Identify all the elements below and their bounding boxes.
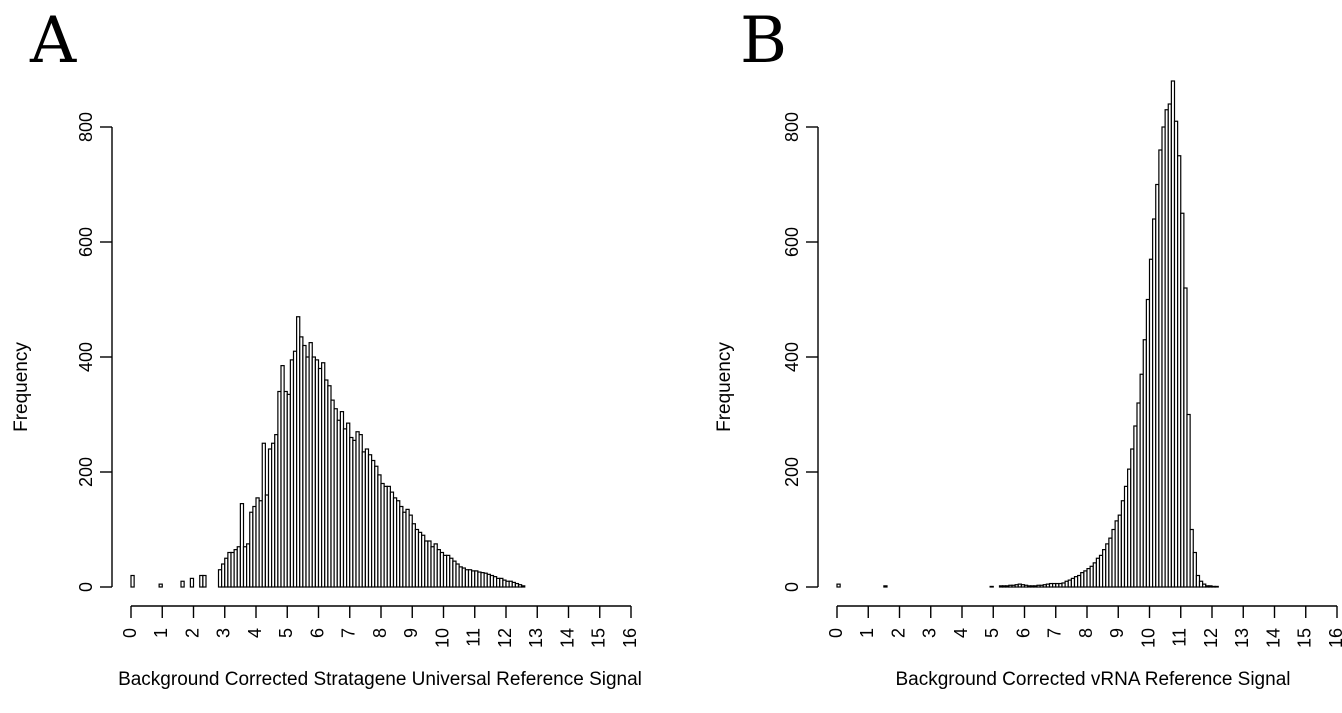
x-axis-title: Background Corrected vRNA Reference Sign… xyxy=(896,669,1291,690)
histogram-bar xyxy=(189,577,195,588)
x-tick-label: 12 xyxy=(1201,628,1221,648)
histogram-bar xyxy=(1192,551,1197,588)
x-tick-label: 11 xyxy=(1170,628,1190,647)
histogram-bar xyxy=(1214,585,1219,588)
x-tick-label: 13 xyxy=(526,628,546,648)
x-tick-label: 11 xyxy=(464,628,484,647)
x-tick-label: 6 xyxy=(1013,628,1033,638)
x-tick-label: 7 xyxy=(339,628,359,638)
x-tick-label: 2 xyxy=(888,628,908,638)
x-tick-label: 2 xyxy=(182,628,202,638)
x-tick-label: 4 xyxy=(951,628,971,638)
x-tick-label: 13 xyxy=(1232,628,1252,648)
histogram-bar xyxy=(836,583,841,588)
histogram-bar xyxy=(1186,413,1191,588)
y-tick-label: 600 xyxy=(782,227,802,257)
x-tick-label: 9 xyxy=(401,628,421,638)
y-tick-label: 800 xyxy=(782,112,802,142)
panel-b: B Frequency Background Corrected vRNA Re… xyxy=(714,4,1342,690)
histogram-bar xyxy=(883,585,888,588)
histogram-bar xyxy=(521,585,526,588)
panel-label: B xyxy=(740,4,787,78)
x-tick-label: 1 xyxy=(151,628,171,638)
x-tick-label: 8 xyxy=(370,628,390,638)
x-tick-label: 4 xyxy=(245,628,265,638)
histogram-bars xyxy=(130,316,526,588)
y-tick-label: 800 xyxy=(76,112,96,142)
x-tick-label: 3 xyxy=(214,628,234,638)
x-tick-label: 0 xyxy=(826,628,846,638)
x-tick-label: 5 xyxy=(276,628,296,638)
x-tick-label: 16 xyxy=(1326,628,1342,648)
y-tick-label: 600 xyxy=(76,227,96,257)
histogram-bar xyxy=(239,503,245,588)
x-tick-label: 15 xyxy=(1295,628,1315,648)
histogram-bar xyxy=(158,583,163,588)
histogram-bar xyxy=(180,580,185,588)
y-tick-label: 0 xyxy=(76,582,96,592)
panel-label: A xyxy=(29,4,77,78)
y-tick-label: 400 xyxy=(782,342,802,372)
x-tick-label: 15 xyxy=(589,628,609,648)
histogram-bar xyxy=(202,574,207,588)
histogram-bars xyxy=(836,80,1219,588)
x-tick-label: 16 xyxy=(620,628,640,648)
x-tick-label: 1 xyxy=(857,628,877,638)
x-tick-label: 10 xyxy=(432,628,452,648)
y-tick-label: 400 xyxy=(76,342,96,372)
y-tick-label: 0 xyxy=(782,582,802,592)
y-axis-title: Frequency xyxy=(11,342,32,432)
y-axis-title: Frequency xyxy=(714,342,735,432)
x-tick-label: 9 xyxy=(1107,628,1127,638)
x-tick-label: 3 xyxy=(920,628,940,638)
x-tick-label: 14 xyxy=(1263,628,1283,648)
x-tick-label: 0 xyxy=(120,628,140,638)
x-tick-label: 7 xyxy=(1045,628,1065,638)
y-tick-label: 200 xyxy=(782,457,802,487)
x-tick-label: 5 xyxy=(982,628,1002,638)
x-tick-label: 14 xyxy=(557,628,577,648)
x-tick-label: 6 xyxy=(307,628,327,638)
y-tick-label: 200 xyxy=(76,457,96,487)
x-tick-label: 8 xyxy=(1076,628,1096,638)
histogram-bar xyxy=(130,574,135,588)
x-tick-label: 10 xyxy=(1138,628,1158,648)
x-axis-title: Background Corrected Stratagene Universa… xyxy=(118,669,642,690)
panel-a: A Frequency Background Corrected Stratag… xyxy=(11,4,642,690)
histogram-bar xyxy=(989,585,994,588)
x-tick-label: 12 xyxy=(495,628,515,648)
